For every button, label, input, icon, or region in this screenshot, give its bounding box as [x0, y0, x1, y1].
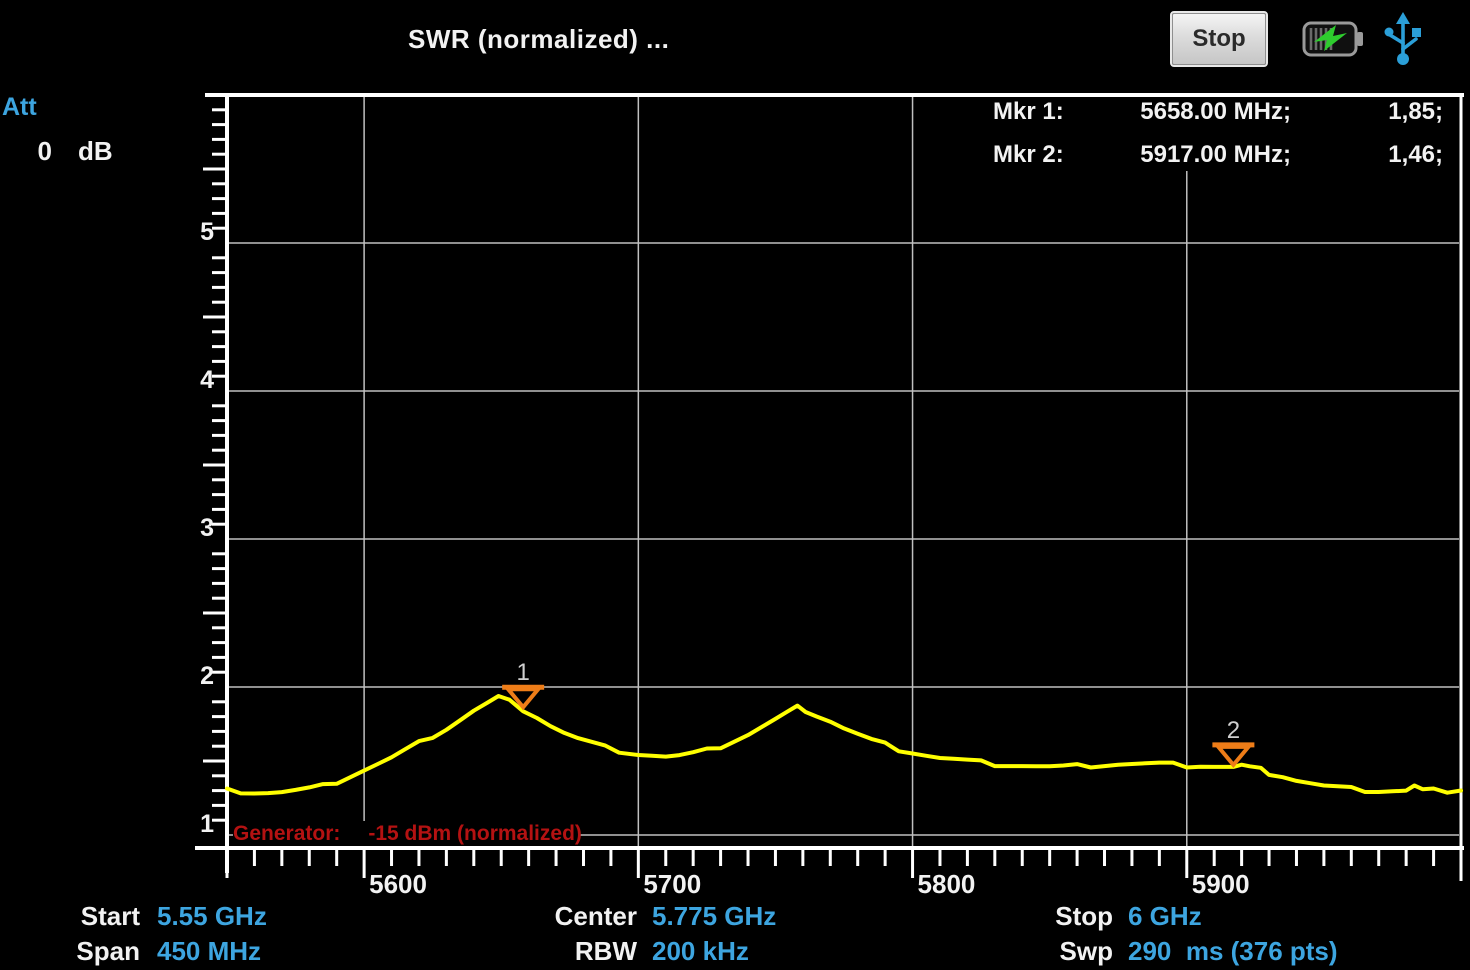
- sweep-value: 290 ms (376 pts): [1128, 936, 1338, 966]
- marker1-readout-row: Mkr 1: 5658.00 MHz; 1,85;: [985, 98, 1452, 126]
- marker2-swr-value: 1,46;: [1388, 141, 1443, 168]
- page-title: SWR (normalized) ...: [408, 24, 670, 54]
- y-tick-label: 1: [200, 810, 214, 838]
- center-freq-label: Center: [554, 901, 637, 931]
- stop-button[interactable]: Stop: [1170, 11, 1268, 67]
- stop-freq-value: 6 GHz: [1128, 901, 1202, 931]
- x-tick-label: 5600: [369, 869, 427, 899]
- y-tick-label: 5: [200, 218, 214, 246]
- marker-1-label: 1: [516, 659, 529, 686]
- swr-trace: [225, 694, 1463, 796]
- generator-level: -15 dBm (normalized): [368, 822, 582, 845]
- usb-icon: [1380, 11, 1426, 72]
- attenuation-label: Att: [2, 93, 37, 121]
- stop-freq-label: Stop: [1055, 901, 1113, 931]
- marker-1-symbol[interactable]: 1: [502, 659, 545, 711]
- marker2-name: Mkr 2:: [993, 141, 1064, 168]
- marker2-frequency: 5917.00 MHz;: [1140, 141, 1291, 168]
- generator-label: Generator:: [233, 822, 341, 845]
- marker-2-label: 2: [1227, 717, 1240, 744]
- marker-1-triangle[interactable]: [503, 687, 543, 711]
- y-tick-label: 3: [200, 514, 214, 542]
- marker-readout-panel: Mkr 1: 5658.00 MHz; 1,85; Mkr 2: 5917.00…: [985, 97, 1452, 171]
- x-tick-label: 5700: [643, 869, 701, 899]
- battery-charging-icon: [1302, 19, 1366, 64]
- sweep-label: Swp: [1059, 936, 1113, 966]
- marker1-swr-value: 1,85;: [1388, 98, 1443, 125]
- start-freq-label: Start: [80, 901, 140, 931]
- marker-2-triangle[interactable]: [1214, 744, 1253, 769]
- marker-2-symbol[interactable]: 2: [1212, 717, 1255, 769]
- y-tick-label: 4: [200, 366, 214, 394]
- center-freq-value: 5.775 GHz: [652, 901, 777, 931]
- span-label: Span: [76, 936, 140, 966]
- attenuation-unit: dB: [78, 136, 113, 166]
- marker1-name: Mkr 1:: [993, 98, 1064, 125]
- rbw-value: 200 kHz: [652, 936, 749, 966]
- attenuation-value: 0: [37, 136, 52, 166]
- x-tick-label: 5800: [918, 869, 976, 899]
- x-tick-label: 5900: [1192, 869, 1250, 899]
- generator-status: Generator: -15 dBm (normalized): [233, 821, 582, 846]
- marker2-readout-row: Mkr 2: 5917.00 MHz; 1,46;: [985, 141, 1452, 169]
- rbw-label: RBW: [574, 936, 637, 966]
- start-freq-value: 5.55 GHz: [157, 901, 267, 931]
- y-tick-label: 2: [200, 662, 214, 690]
- span-value: 450 MHz: [157, 936, 262, 966]
- marker1-frequency: 5658.00 MHz;: [1140, 98, 1291, 125]
